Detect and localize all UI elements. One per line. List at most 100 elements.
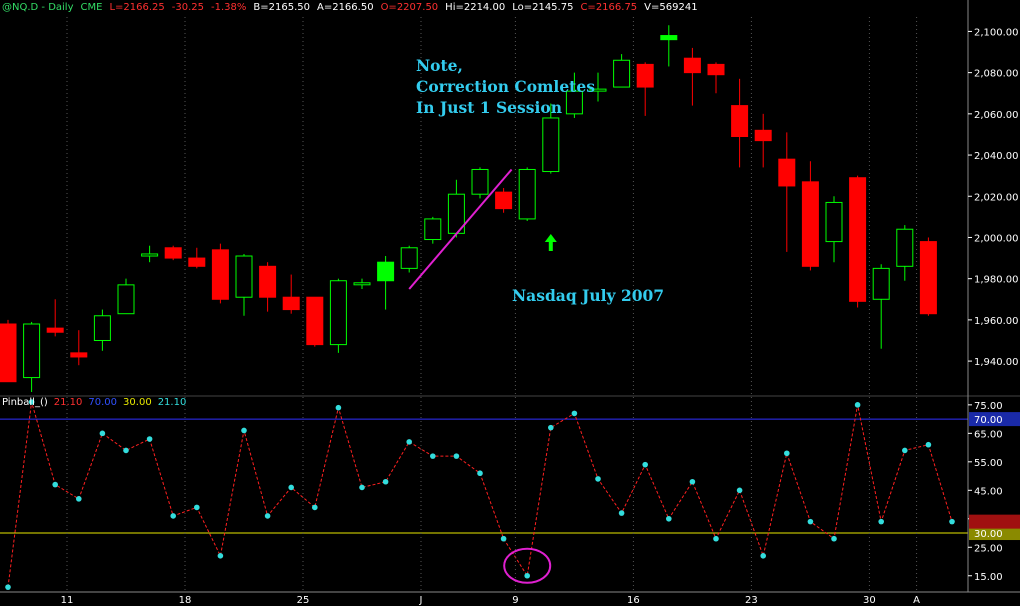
price-tick-label: 2,060.00 (974, 110, 1019, 121)
price-tick-label: 2,040.00 (974, 151, 1019, 162)
price-tick-label: 1,960.00 (974, 316, 1019, 327)
candle-down (778, 158, 796, 187)
candle-up (896, 228, 914, 267)
trendline (408, 168, 513, 290)
osc-tick-label: 15.00 (974, 572, 1003, 583)
candle-down (731, 105, 749, 138)
pinball-point (500, 535, 507, 542)
candle-down (164, 247, 182, 259)
pinball-point (99, 430, 106, 437)
osc-tick-label: 25.00 (974, 543, 1003, 554)
quote-header: @NQ.D - Daily CME L=2166.25 -30.25 -1.38% B=2… (2, 2, 705, 13)
x-tick-label: 11 (61, 595, 74, 606)
low-price: Lo=2145.75 (512, 2, 574, 13)
pinball-point (949, 518, 955, 525)
low-point-circle (503, 547, 552, 584)
pinball-point (359, 484, 365, 491)
candle-up (353, 282, 371, 286)
last-price: L=2166.25 (109, 2, 165, 13)
volume-value: V=569241 (644, 2, 698, 13)
candle-down (211, 249, 229, 300)
bid-price: B=2165.50 (253, 2, 310, 13)
note-line-2: Correction Comletes (416, 77, 595, 96)
price-tick-label: 2,020.00 (974, 192, 1019, 203)
candle-up (377, 261, 395, 282)
candle-down (754, 129, 772, 142)
chart-title-annotation: Nasdaq July 2007 (512, 286, 665, 305)
candle-down (683, 57, 701, 74)
pinball-point (713, 535, 719, 542)
candlestick-series (0, 25, 937, 392)
osc-tick-label: 65.00 (974, 429, 1003, 440)
candle-up (424, 218, 442, 241)
candle-up (117, 284, 135, 315)
open-price: O=2207.50 (380, 2, 439, 13)
candle-down (636, 63, 654, 88)
x-tick-label: 30 (863, 595, 876, 606)
x-tick-label: 25 (297, 595, 310, 606)
pinball-point (666, 515, 672, 522)
symbol-label: @NQ.D - Daily (2, 2, 74, 13)
pinball-point (194, 504, 200, 511)
pinball-point (831, 535, 837, 542)
correction-note: Note, Correction Comletes In Just 1 Sess… (416, 55, 595, 118)
x-tick-label: 18 (179, 595, 192, 606)
pinball-point (642, 461, 648, 468)
candle-down (801, 181, 819, 267)
net-change: -30.25 (171, 2, 204, 13)
candle-up (660, 35, 678, 41)
pinball-point (170, 513, 176, 519)
price-tick-label: 2,080.00 (974, 69, 1019, 80)
pinball-point (807, 518, 814, 525)
pinball-point (406, 439, 413, 445)
candle-down (849, 177, 867, 302)
candle-up (400, 247, 418, 269)
pinball-series (5, 399, 955, 590)
pinball-point (123, 447, 129, 454)
candle-up (235, 255, 253, 298)
pinball-point (288, 484, 295, 491)
upper-band-marker-label: 70.00 (974, 415, 1003, 426)
x-tick-label: 16 (627, 595, 640, 606)
pinball-point (760, 553, 766, 559)
pinball-point (241, 427, 247, 434)
candle-up (565, 90, 583, 115)
pinball-point (28, 399, 35, 405)
note-line-3: In Just 1 Session (416, 98, 562, 117)
osc-tick-label: 55.00 (974, 458, 1003, 469)
indicator-name: Pinball_() (2, 397, 48, 408)
pinball-point (264, 513, 271, 519)
current-value-marker (969, 514, 1020, 529)
x-tick-label: A (913, 595, 920, 606)
ask-price: A=2166.50 (316, 2, 374, 13)
close-price: C=2166.75 (580, 2, 638, 13)
lower-band-marker (969, 526, 1020, 541)
pinball-point (736, 487, 743, 494)
pinball-point (571, 410, 578, 417)
candle-down (70, 352, 88, 358)
candle-down (919, 241, 937, 315)
pinball-point (902, 447, 908, 454)
candle-up (613, 59, 631, 88)
pinball-point (925, 441, 932, 448)
exchange-label: CME (80, 2, 103, 13)
candle-up (518, 168, 536, 220)
pinball-point (5, 584, 11, 590)
candle-down (707, 63, 725, 76)
x-tick-label: J (419, 595, 423, 606)
candle-down (259, 265, 277, 298)
pinball-point (477, 470, 483, 477)
candle-up (471, 168, 489, 195)
pinball-point (548, 424, 554, 431)
candle-down (46, 327, 64, 333)
price-tick-label: 2,000.00 (974, 233, 1019, 244)
indicator-value-4: 21.10 (157, 397, 187, 408)
note-line-1: Note, (416, 56, 463, 75)
x-tick-label: 9 (512, 595, 518, 606)
pinball-point (453, 453, 460, 459)
upper-band-marker (969, 412, 1020, 427)
indicator-value-3: 30.00 (123, 397, 152, 408)
pinball-point (854, 402, 861, 408)
